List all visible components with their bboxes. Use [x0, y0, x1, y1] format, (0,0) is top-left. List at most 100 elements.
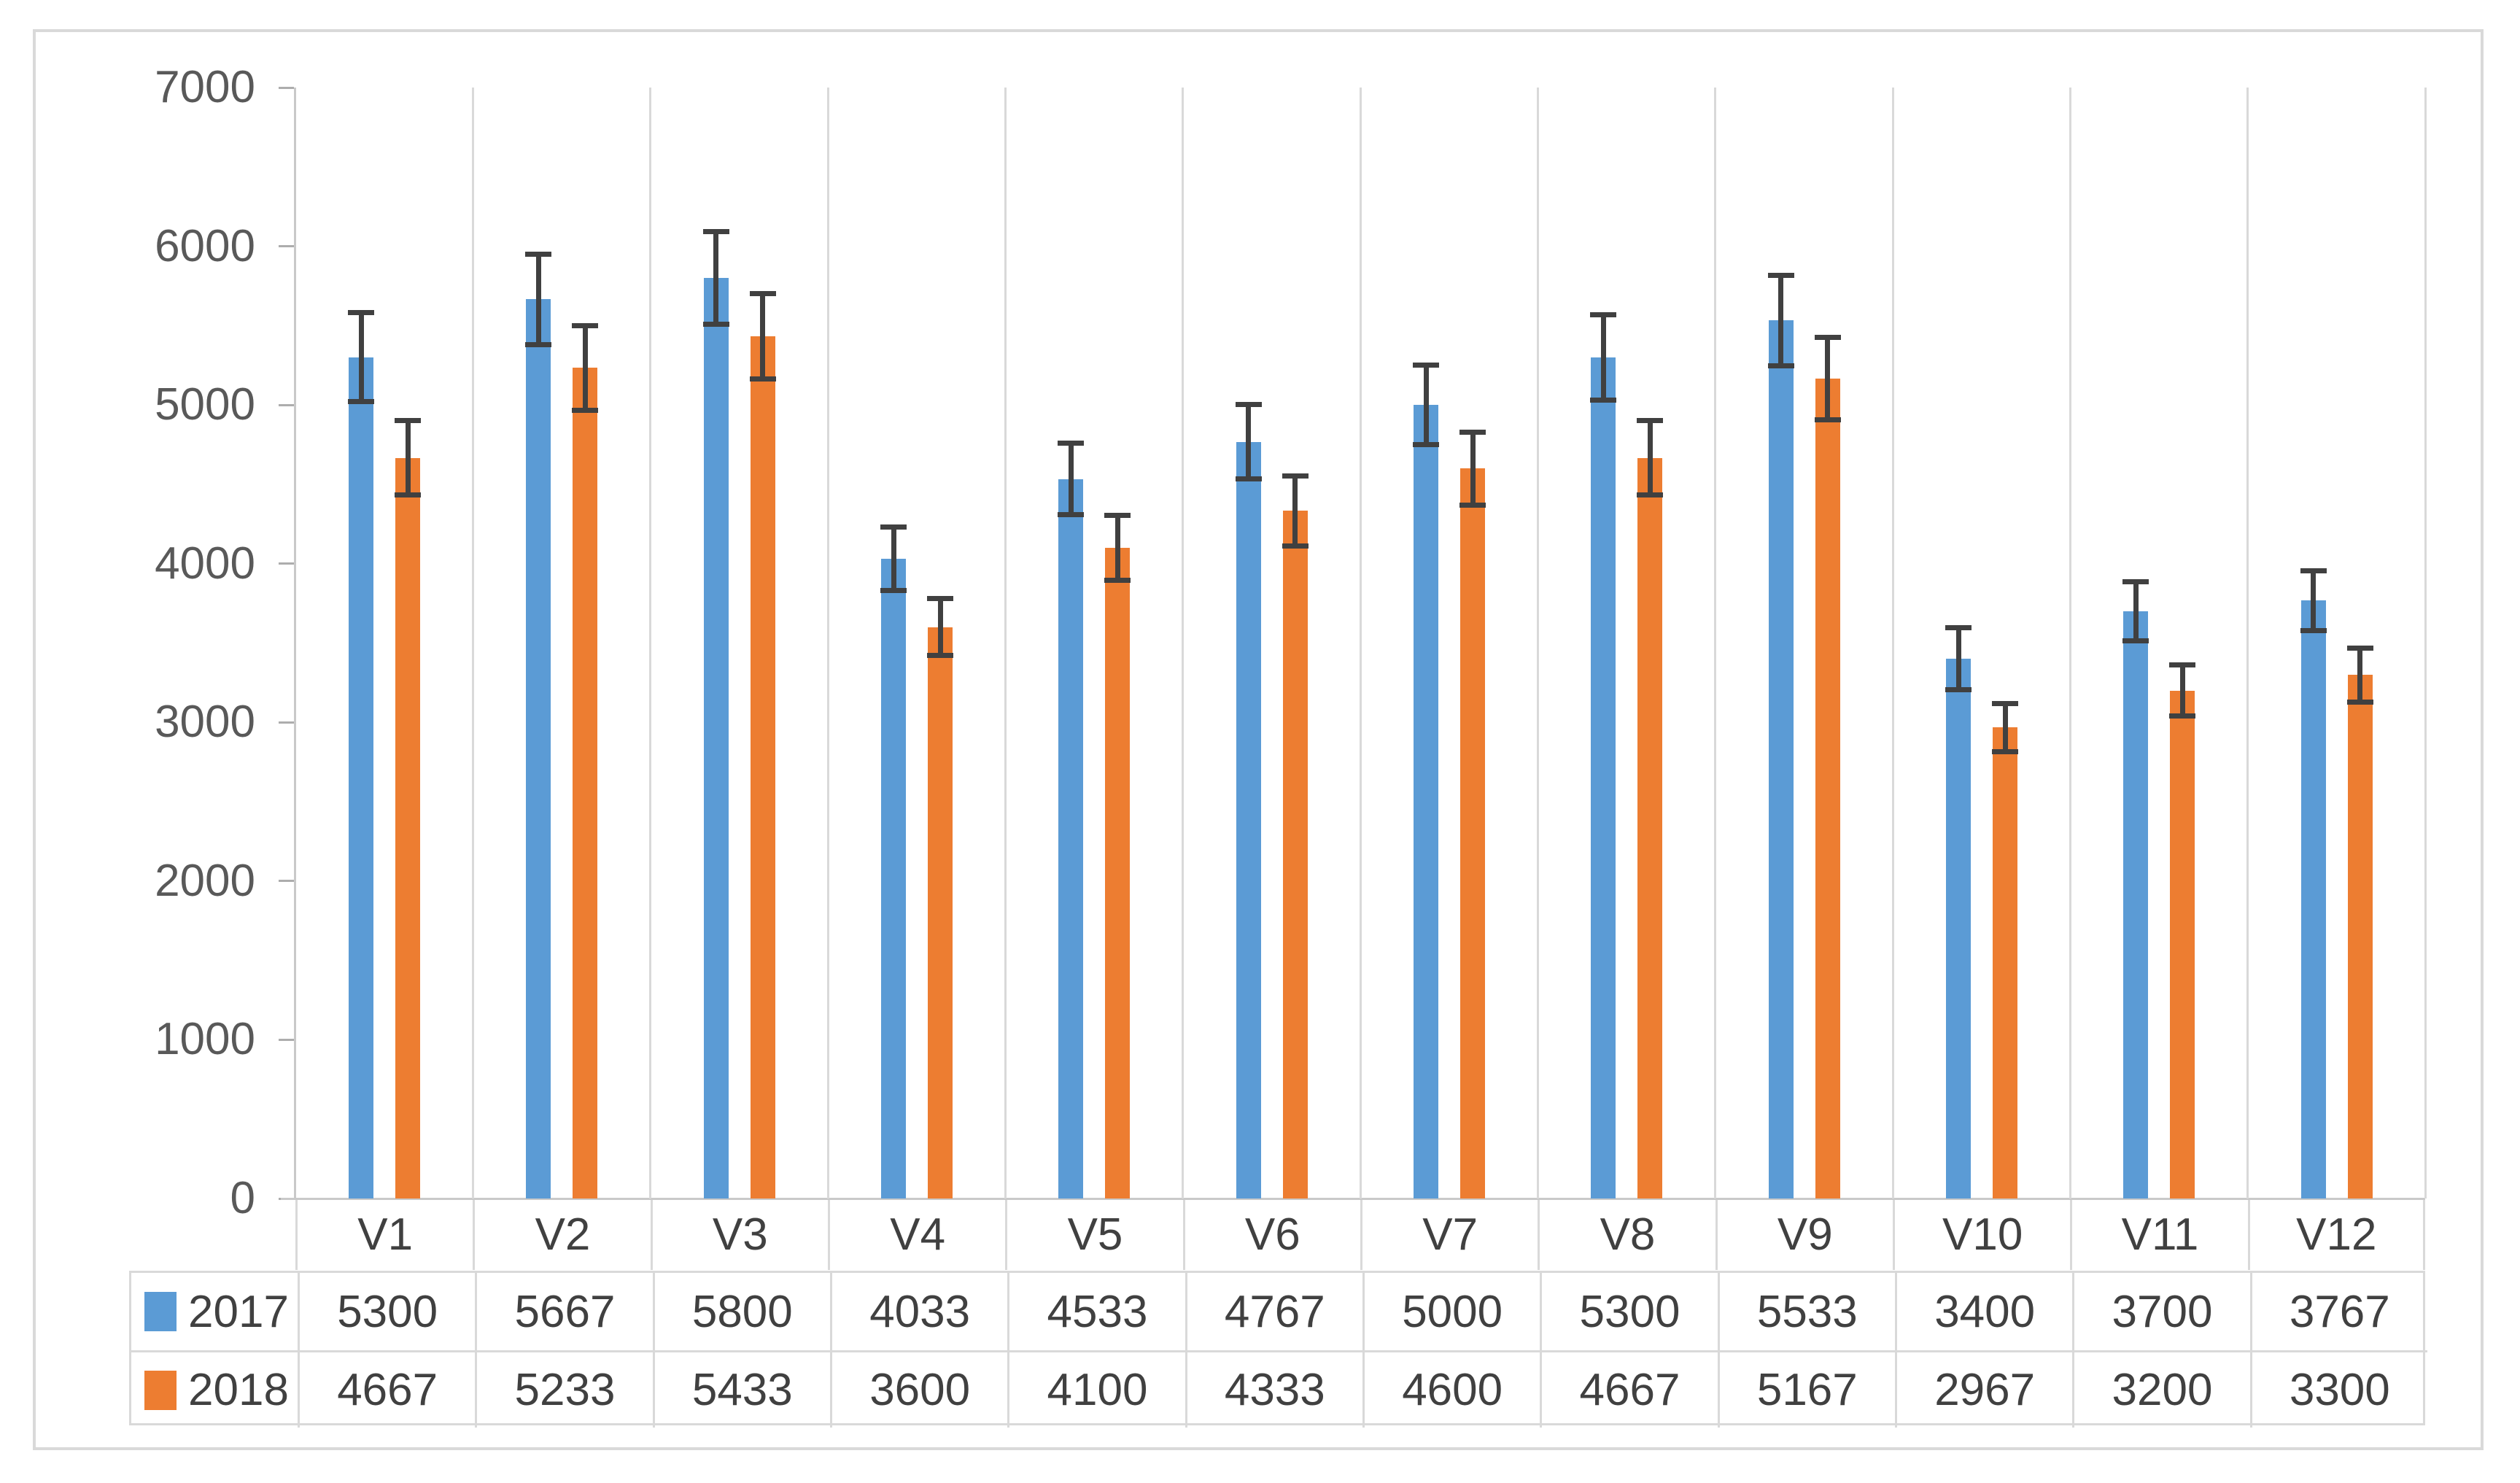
bar-2017-V10 — [1946, 659, 1971, 1199]
x-category-cell: V1 — [295, 1199, 473, 1270]
table-value-cell-2017-V3: 5800 — [652, 1273, 830, 1350]
table-value-cell-2017-V2: 5667 — [475, 1273, 652, 1350]
error-bar-cap-top — [2169, 662, 2196, 668]
bar-2018-V2 — [573, 368, 598, 1199]
category-separator-gridline — [2069, 88, 2071, 1199]
x-category-cell: V5 — [1005, 1199, 1182, 1270]
table-value-cell-2017-V8: 5300 — [1540, 1273, 1717, 1350]
error-bar-cap-bottom — [2346, 699, 2373, 705]
series-legend-cell: 2017 — [131, 1273, 298, 1350]
category-separator-gridline — [1891, 88, 1894, 1199]
table-value-cell-2017-V5: 4533 — [1007, 1273, 1185, 1350]
x-category-cell: V9 — [1715, 1199, 1893, 1270]
bar-2017-V1 — [349, 357, 373, 1199]
category-separator-gridline — [2424, 88, 2427, 1199]
bar-2018-V4 — [928, 627, 953, 1199]
category-separator-gridline — [1359, 88, 1362, 1199]
error-bar-cap-bottom — [1459, 502, 1486, 508]
x-category-cell: V2 — [473, 1199, 650, 1270]
x-category-label: V5 — [1067, 1209, 1123, 1260]
error-bar-whisker — [760, 293, 766, 379]
bar-2018-V11 — [2170, 690, 2195, 1199]
error-bar-cap-top — [2122, 579, 2149, 585]
error-bar-cap-bottom — [702, 321, 729, 327]
bar-2018-V7 — [1460, 468, 1485, 1199]
category-separator-gridline — [826, 88, 829, 1199]
y-axis-line — [294, 88, 296, 1199]
y-axis-tick-label: 2000 — [155, 855, 255, 906]
error-bar-cap-bottom — [1992, 748, 2018, 754]
table-value-cell-2018-V11: 3200 — [2072, 1350, 2250, 1428]
error-bar-whisker — [2311, 570, 2317, 631]
error-bar-cap-top — [702, 229, 729, 235]
error-bar-whisker — [713, 231, 719, 325]
category-separator-gridline — [471, 88, 474, 1199]
bar-2017-V2 — [526, 299, 551, 1199]
chart-frame: 0 1000 2000 3000 4000 5000 6000 7000 V1 V2 V3 V4 V5… — [33, 29, 2484, 1450]
data-table: 2017 5300 5667 5800 4033 4533 4767 5000 5300 5533… — [129, 1271, 2427, 1428]
error-bar-whisker — [1647, 420, 1653, 495]
table-value-cell-2018-V12: 3300 — [2249, 1350, 2427, 1428]
x-category-cell: V12 — [2247, 1199, 2425, 1270]
bar-2017-V9 — [1768, 320, 1794, 1199]
x-category-label: V12 — [2296, 1209, 2377, 1260]
series-legend-cell: 2018 — [131, 1350, 298, 1428]
error-bar-cap-top — [525, 251, 552, 257]
error-bar-cap-bottom — [1814, 417, 1841, 422]
error-bar-cap-bottom — [927, 653, 953, 659]
bar-2018-V1 — [395, 457, 420, 1199]
x-category-cell: V10 — [1893, 1199, 2070, 1270]
error-bar-cap-top — [1058, 441, 1085, 446]
error-bar-cap-bottom — [348, 399, 374, 405]
error-bar-whisker — [2002, 703, 2008, 752]
error-bar-whisker — [1778, 275, 1784, 366]
series-color-swatch-icon — [144, 1370, 177, 1410]
error-bar-cap-bottom — [749, 376, 776, 382]
error-bar-cap-bottom — [1590, 398, 1617, 403]
table-value-cell-2017-V10: 3400 — [1895, 1273, 2072, 1350]
error-bar-cap-bottom — [1282, 543, 1309, 549]
error-bar-cap-top — [1767, 272, 1794, 278]
table-value-cell-2018-V1: 4667 — [298, 1350, 476, 1428]
table-value-cell-2017-V9: 5533 — [1717, 1273, 1895, 1350]
series-name-label: 2018 — [188, 1365, 289, 1415]
table-value-cell-2018-V10: 2967 — [1895, 1350, 2073, 1428]
error-bar-cap-bottom — [1637, 492, 1664, 498]
error-bar-whisker — [2179, 665, 2185, 716]
x-category-label: V2 — [535, 1209, 591, 1260]
category-separator-gridline — [1714, 88, 1717, 1199]
error-bar-cap-top — [572, 323, 599, 329]
y-axis-tick-mark — [279, 880, 294, 883]
table-value-cell-2018-V3: 5433 — [652, 1350, 830, 1428]
error-bar-cap-top — [927, 596, 953, 602]
x-category-label: V9 — [1777, 1209, 1833, 1260]
error-bar-cap-top — [880, 524, 907, 530]
error-bar-cap-top — [1945, 625, 1972, 631]
x-category-cell: V11 — [2070, 1199, 2247, 1270]
x-category-label: V3 — [712, 1209, 768, 1260]
bar-2017-V6 — [1236, 441, 1261, 1199]
error-bar-cap-top — [2346, 645, 2373, 651]
series-color-swatch-icon — [144, 1292, 177, 1331]
error-bar-cap-bottom — [2300, 628, 2327, 634]
x-category-label: V7 — [1422, 1209, 1478, 1260]
error-bar-whisker — [1114, 515, 1120, 581]
bar-2018-V12 — [2347, 675, 2373, 1199]
bar-2017-V11 — [2123, 611, 2149, 1199]
x-category-label: V8 — [1600, 1209, 1656, 1260]
error-bar-cap-top — [348, 310, 374, 316]
table-value-cell-2018-V8: 4667 — [1540, 1350, 1718, 1428]
y-axis-tick-mark — [279, 245, 294, 248]
error-bar-cap-bottom — [395, 492, 421, 498]
error-bar-cap-top — [1282, 473, 1309, 479]
y-axis-tick-mark — [279, 562, 294, 565]
x-category-label: V4 — [890, 1209, 946, 1260]
series-name-label: 2017 — [188, 1286, 289, 1337]
error-bar-whisker — [891, 527, 896, 591]
x-category-cell: V8 — [1538, 1199, 1715, 1270]
y-axis-tick-label: 5000 — [155, 379, 255, 430]
error-bar-whisker — [2133, 581, 2139, 641]
error-bar-cap-bottom — [1413, 442, 1439, 448]
bar-2018-V5 — [1105, 547, 1131, 1199]
error-bar-cap-top — [1413, 363, 1439, 368]
